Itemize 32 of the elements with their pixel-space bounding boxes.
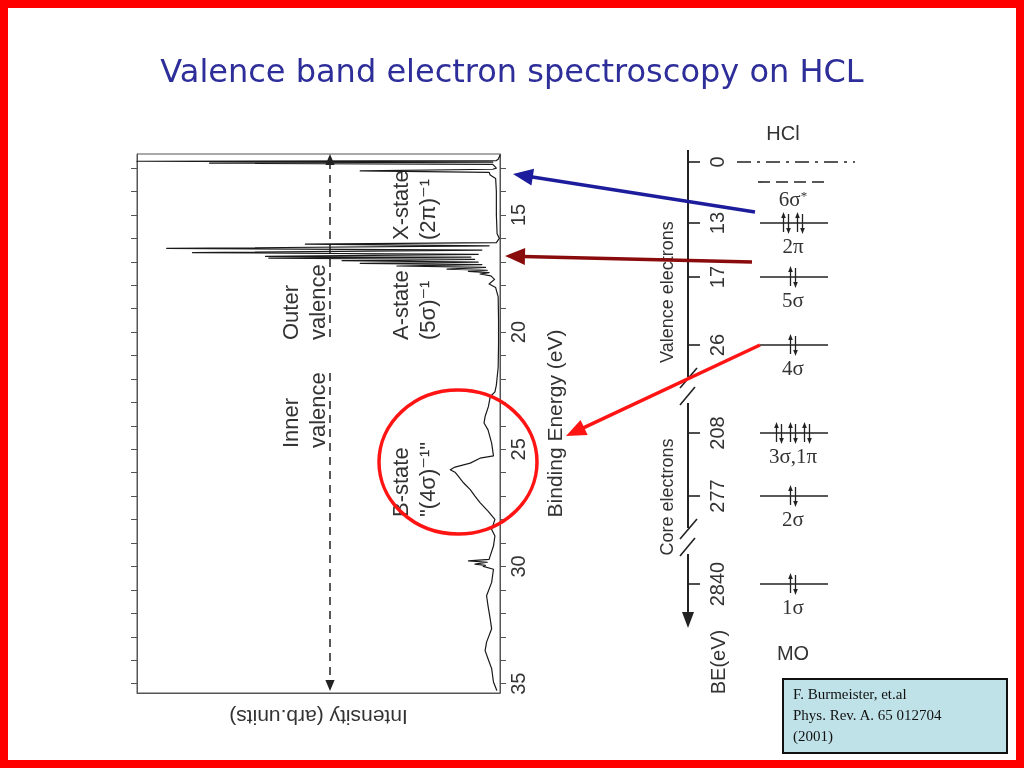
y-tick-label: 20 — [507, 320, 529, 344]
data-label: 0 — [706, 156, 728, 168]
text: MO — [776, 642, 810, 664]
data-label: 277 — [706, 479, 728, 513]
category-label: 6σ* — [778, 187, 808, 211]
x-axis-title: Intensity (arb.units) — [229, 706, 408, 729]
data-label: 17 — [706, 265, 728, 289]
y-axis-title: Binding Energy (eV) — [543, 329, 566, 518]
annotation: Outer valence — [278, 264, 330, 340]
y-tick-label: 35 — [507, 672, 529, 695]
category-label: 3σ,1π — [768, 444, 818, 468]
category-label: 2σ — [782, 507, 804, 531]
note-box: F. Burmeister, et.al Phys. Rev. A. 65 012704 (2001) — [782, 678, 1008, 754]
annotation: Inner valence — [278, 372, 330, 448]
y-tick-label: 30 — [507, 555, 529, 578]
text: HCl — [766, 122, 800, 144]
chart-title: Valence band electron spectroscopy on HCL — [160, 52, 864, 90]
category-label: 4σ — [782, 356, 804, 380]
data-label: 26 — [706, 333, 728, 357]
data-label: 13 — [706, 211, 728, 235]
y-tick-label: 15 — [507, 203, 529, 227]
annotation: X-state (2π)⁻¹ — [388, 170, 440, 240]
y-tick-label: 25 — [507, 438, 529, 461]
annotation: A-state (5σ)⁻¹ — [388, 270, 440, 340]
category-label: 5σ — [782, 288, 804, 312]
text: Core electrons — [657, 438, 677, 556]
category-label: 2π — [782, 234, 804, 258]
data-label: 2840 — [706, 561, 728, 607]
category-label: 1σ — [782, 595, 804, 619]
text: BE(eV) — [707, 629, 729, 695]
data-label: 208 — [706, 416, 728, 450]
text: Valence electrons — [657, 221, 677, 363]
